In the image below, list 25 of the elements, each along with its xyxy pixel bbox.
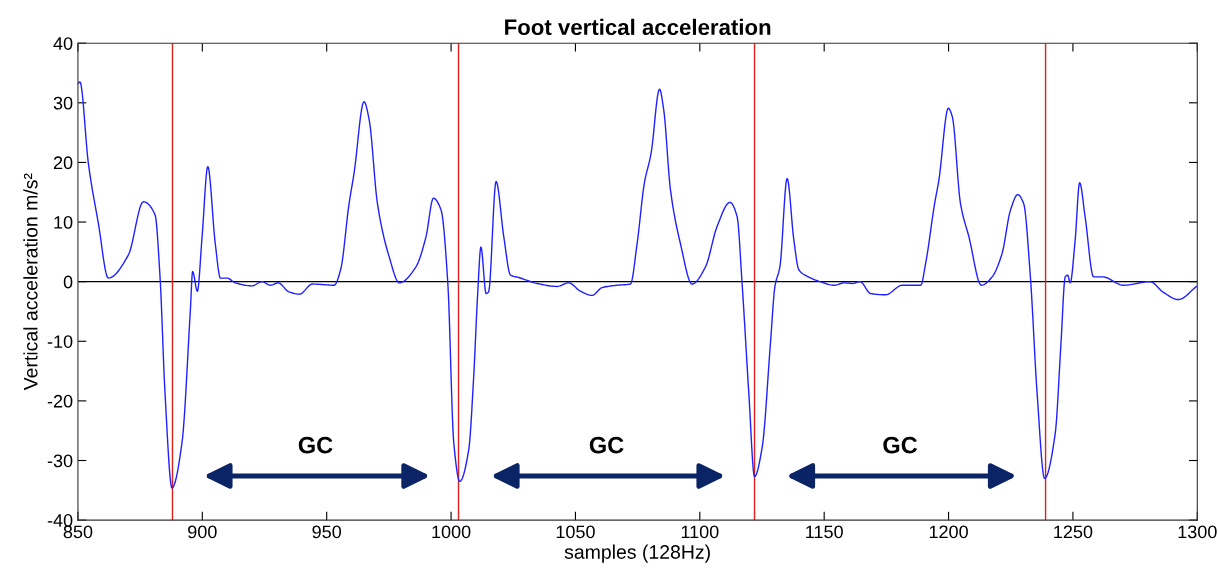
y-tick-label: 10: [54, 215, 73, 229]
y-tick-label: 30: [53, 96, 73, 110]
y-tick-label: -10: [47, 335, 73, 348]
x-axis-title: samples (128Hz): [564, 544, 710, 563]
x-tick-label: 1300: [1178, 525, 1217, 539]
annotation: GC: [298, 436, 333, 454]
x-tick-label: 1250: [1054, 525, 1093, 539]
annotation: GC: [883, 436, 918, 454]
y-tick-label: -40: [47, 514, 73, 527]
x-tick-label: 950: [312, 525, 342, 539]
y-tick-label: -20: [47, 394, 73, 408]
chart-title: Foot vertical acceleration: [505, 18, 771, 36]
y-tick-label: 0: [63, 275, 73, 289]
y-tick-label: -30: [47, 454, 73, 468]
y-axis-title: Vertical acceleration m/s²: [23, 173, 38, 391]
y-tick-label: 40: [53, 37, 73, 50]
x-tick-label: 850: [63, 525, 93, 539]
y-tick-label: 20: [53, 156, 73, 170]
x-tick-label: 1150: [806, 525, 843, 539]
x-tick-label: 1000: [432, 525, 471, 539]
x-tick-label: 900: [188, 525, 217, 539]
x-tick-label: 1100: [681, 525, 719, 539]
x-tick-label: 1200: [929, 525, 968, 539]
annotation: GC: [589, 436, 624, 454]
x-tick-label: 1050: [556, 525, 595, 539]
